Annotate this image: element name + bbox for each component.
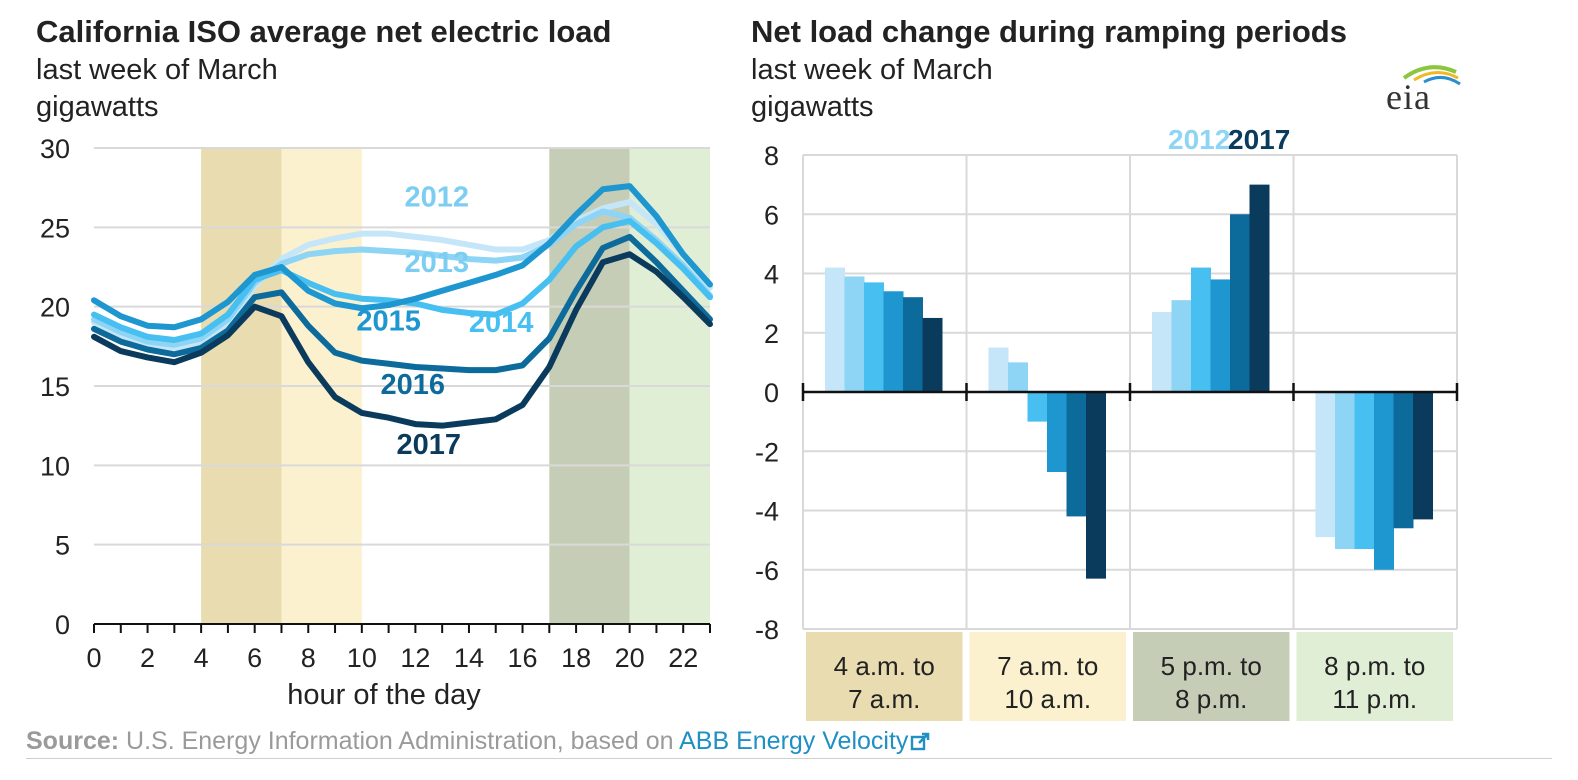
right-chart-subtitle: last week of March <box>751 54 993 86</box>
bar-2014-1 <box>1027 392 1048 422</box>
bar-2015-3 <box>1374 392 1394 570</box>
right-chart-units: gigawatts <box>751 91 874 123</box>
category-label: 7 a.m. to <box>997 651 1098 681</box>
source-note: Source: U.S. Energy Information Administ… <box>26 727 930 756</box>
bar-2017-1 <box>1086 392 1106 579</box>
category-box-3 <box>1296 632 1453 721</box>
left-y-tick-label: 5 <box>55 531 70 561</box>
external-link-icon[interactable] <box>910 732 932 752</box>
left-x-tick-label: 0 <box>86 643 101 673</box>
series-line-2015 <box>91 183 713 331</box>
source-link[interactable]: ABB Energy Velocity <box>679 727 909 755</box>
category-label: 10 a.m. <box>1004 684 1091 714</box>
series-line-2017 <box>91 251 713 429</box>
eia-logo-text: eia <box>1386 77 1431 117</box>
left-chart-subtitle: last week of March <box>36 54 278 86</box>
bar-2013-1 <box>1008 362 1028 392</box>
eia-logo: eia <box>1384 60 1464 117</box>
source-label: Source: <box>26 727 120 755</box>
right-y-tick-label: 8 <box>764 141 779 171</box>
category-label: 11 p.m. <box>1332 684 1417 714</box>
category-label: 4 a.m. to <box>834 651 935 681</box>
category-label: 7 a.m. <box>848 684 920 714</box>
footer-divider <box>26 758 1552 759</box>
right-y-tick-label: -4 <box>755 497 779 527</box>
left-line-chart: 0 5 10 15 20 25 30 0 2 4 6 8 10 12 14 16 18 20 22 hour of t… <box>40 134 713 711</box>
left-y-tick-label: 0 <box>55 610 70 640</box>
bar-2012-1 <box>988 347 1009 392</box>
right-y-tick-label: 2 <box>764 319 779 349</box>
right-y-tick-label: -2 <box>755 437 779 467</box>
source-text: U.S. Energy Information Administration, … <box>119 727 680 755</box>
left-x-axis-title: hour of the day <box>287 679 481 711</box>
left-x-tick-label: 12 <box>400 643 430 673</box>
left-x-tick-label: 4 <box>194 643 209 673</box>
right-y-tick-label: 6 <box>764 200 779 230</box>
bar-2016-0 <box>903 297 923 392</box>
left-x-tick-label: 6 <box>247 643 262 673</box>
bar-2016-2 <box>1230 214 1250 392</box>
right-chart-title: Net load change during ramping periods <box>751 14 1347 49</box>
left-x-tick-label: 20 <box>615 643 645 673</box>
bar-2012-0 <box>825 267 845 392</box>
bar-2012-2 <box>1152 312 1172 392</box>
series-label-2014: 2014 <box>469 307 534 339</box>
right-y-tick-label: -6 <box>755 556 779 586</box>
right-y-tick-label: 4 <box>764 260 779 290</box>
category-label: 8 p.m. <box>1175 684 1247 714</box>
left-x-tick-label: 22 <box>668 643 698 673</box>
bar-2012-3 <box>1315 392 1336 538</box>
left-y-tick-label: 10 <box>40 451 70 481</box>
bar-2013-2 <box>1171 300 1192 392</box>
left-y-tick-label: 15 <box>40 372 70 402</box>
series-line-2016 <box>91 233 713 374</box>
bar-2015-0 <box>883 291 904 392</box>
bar-2017-0 <box>922 317 943 392</box>
series-label-2015: 2015 <box>356 305 421 337</box>
right-y-tick-label: -8 <box>755 615 779 645</box>
left-x-tick-label: 18 <box>561 643 591 673</box>
bar-2016-3 <box>1393 392 1414 529</box>
bar-2013-3 <box>1335 392 1355 550</box>
left-chart-units: gigawatts <box>36 91 159 123</box>
left-x-tick-label: 2 <box>140 643 155 673</box>
right-y-tick-label: 0 <box>764 378 779 408</box>
category-label: 5 p.m. to <box>1161 651 1262 681</box>
bar-2014-3 <box>1354 392 1375 550</box>
bar-2017-2 <box>1249 184 1270 392</box>
series-line-2012 <box>91 198 713 351</box>
left-x-tick-label: 14 <box>454 643 484 673</box>
series-label-2013: 2013 <box>405 247 470 279</box>
bar-2016-1 <box>1066 392 1087 517</box>
eia-logo-swoosh-icon <box>1402 65 1461 86</box>
bar-2014-0 <box>864 282 884 392</box>
bar-2015-2 <box>1210 279 1231 392</box>
bar-2015-1 <box>1047 392 1067 472</box>
legend-start-year: 2012 <box>1168 124 1230 155</box>
legend-end-year: 2017 <box>1228 124 1290 155</box>
category-box-0 <box>806 632 963 721</box>
category-box-1 <box>969 632 1126 721</box>
left-x-tick-label: 8 <box>301 643 316 673</box>
left-y-tick-label: 30 <box>40 134 70 164</box>
series-line-2013 <box>91 208 713 348</box>
series-label-2017: 2017 <box>397 429 462 461</box>
left-y-tick-label: 25 <box>40 213 70 243</box>
category-box-2 <box>1133 632 1290 721</box>
left-chart-title: California ISO average net electric load <box>36 14 612 49</box>
left-y-tick-label: 20 <box>40 293 70 323</box>
left-x-tick-label: 10 <box>347 643 377 673</box>
bar-2017-3 <box>1413 392 1433 520</box>
series-label-2012: 2012 <box>405 182 470 214</box>
bar-2014-2 <box>1191 267 1211 392</box>
bar-2013-0 <box>844 276 865 392</box>
series-label-2016: 2016 <box>380 369 445 401</box>
right-bar-chart: 8 6 4 2 0 -2 -4 -6 -8 4 a.m. to7 a.m. 7 a.m. to10 … <box>755 124 1459 721</box>
category-label: 8 p.m. to <box>1324 651 1425 681</box>
left-x-tick-label: 16 <box>507 643 537 673</box>
